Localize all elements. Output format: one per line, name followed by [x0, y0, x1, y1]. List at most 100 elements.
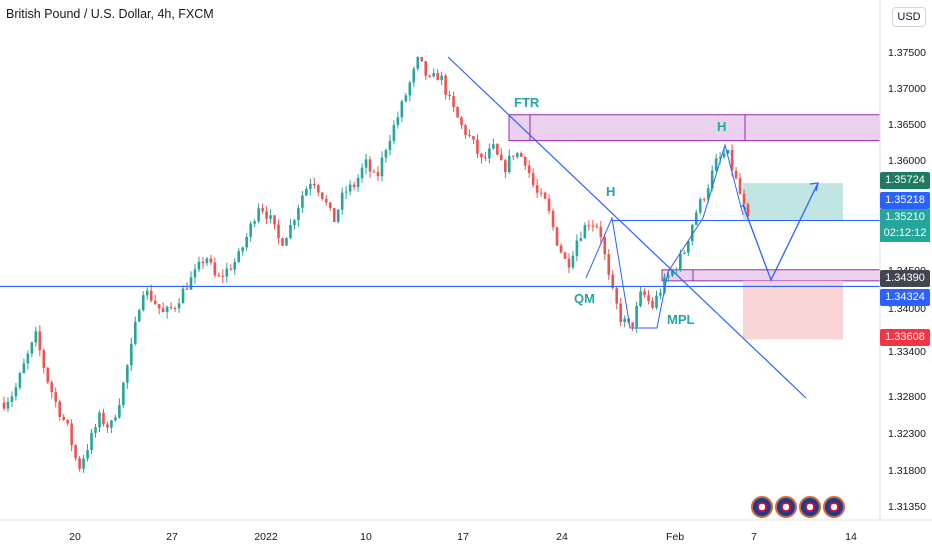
candle-body [364, 159, 368, 168]
candle-body [289, 225, 292, 238]
x-tick-label: 20 [69, 531, 81, 543]
candle-body [543, 192, 547, 199]
candle-body [551, 211, 555, 228]
candle-body [285, 237, 288, 246]
currency-button[interactable]: USD [892, 7, 926, 27]
candle-body [611, 274, 615, 289]
candle-body [687, 241, 690, 253]
candle-body [675, 269, 678, 271]
y-tick-label: 1.33400 [888, 346, 926, 358]
candle-body [336, 209, 340, 222]
candle-body [384, 150, 388, 158]
candle-body [30, 342, 34, 354]
candle-body [667, 275, 670, 278]
candle-body [615, 288, 619, 304]
candle-body [468, 135, 471, 137]
candle-body [535, 185, 539, 193]
candle-body [94, 427, 97, 433]
candle-body [722, 153, 726, 158]
h-label-1: H [606, 184, 616, 199]
candle-body [436, 73, 439, 81]
us-flag-icon[interactable] [823, 496, 845, 518]
x-tick-label: 24 [556, 531, 568, 543]
x-tick-label: 17 [457, 531, 469, 543]
y-tick-label: 1.32800 [888, 391, 926, 403]
candle-body [519, 153, 523, 157]
candle-body [305, 188, 308, 196]
arrow-head [809, 182, 819, 192]
x-tick-label: 14 [845, 531, 857, 543]
candle-body [591, 225, 595, 227]
candle-body [277, 224, 280, 239]
candle-body [500, 154, 503, 161]
candle-body [328, 202, 332, 209]
candle-body [137, 310, 141, 322]
price-tag-mpl: 1.34390 [880, 270, 930, 287]
candle-body [197, 261, 201, 270]
x-tick-label: 10 [360, 531, 372, 543]
candle-body [507, 155, 511, 173]
candle-body [376, 172, 380, 177]
candle-body [531, 173, 535, 186]
candle-body [452, 96, 455, 108]
candle-body [74, 445, 77, 459]
candle-body [66, 419, 69, 424]
candle-body [651, 300, 654, 308]
candle-body [643, 291, 646, 296]
candle-body [619, 303, 622, 322]
price-tag-h-line: 1.35218 [880, 192, 930, 209]
candle-body [50, 382, 54, 393]
event-icons[interactable] [751, 496, 845, 518]
candle-body [165, 306, 169, 313]
stop-box [743, 280, 843, 340]
candle-body [265, 211, 268, 219]
candle-body [583, 225, 587, 239]
candle-body [567, 258, 571, 268]
candle-body [253, 221, 256, 224]
h-label-2: H [717, 119, 727, 134]
candle-body [201, 261, 205, 264]
candle-body [603, 237, 607, 255]
y-tick-label: 1.32300 [888, 428, 926, 440]
candle-body [320, 192, 324, 199]
candle-body [424, 61, 428, 76]
candle-body [559, 245, 563, 253]
candle-body [237, 251, 241, 262]
swing-zigzag [585, 143, 744, 329]
candle-body [738, 178, 742, 194]
candle-body [714, 158, 718, 171]
candle-body [496, 144, 499, 155]
candle-body [245, 236, 248, 248]
candle-body [344, 191, 348, 193]
candle-body [281, 238, 284, 246]
candle-body [356, 177, 360, 188]
candle-body [82, 458, 85, 469]
candle-body [734, 170, 738, 179]
candle-body [269, 215, 272, 219]
us-flag-icon[interactable] [775, 496, 797, 518]
candle-body [539, 192, 543, 194]
uk-flag-icon[interactable] [799, 496, 821, 518]
candle-body [480, 153, 483, 158]
candle-body [460, 117, 463, 126]
candle-body [225, 268, 229, 277]
candle-body [563, 252, 567, 259]
candle-body [153, 300, 157, 305]
candle-body [599, 226, 603, 238]
candle-body [432, 73, 435, 77]
projection-path [742, 182, 819, 282]
candle-body [511, 155, 515, 157]
uk-flag-icon[interactable] [751, 496, 773, 518]
candle-body [70, 423, 73, 446]
candle-body [444, 75, 447, 95]
candle-body [635, 305, 638, 328]
candle-body [587, 225, 591, 227]
target-box [743, 183, 843, 222]
candle-body [133, 321, 137, 344]
candle-body [368, 159, 372, 172]
arrow-tail [740, 204, 747, 210]
candle-body [348, 184, 352, 192]
candle-body [631, 322, 634, 328]
x-tick-label: 2022 [254, 531, 278, 543]
